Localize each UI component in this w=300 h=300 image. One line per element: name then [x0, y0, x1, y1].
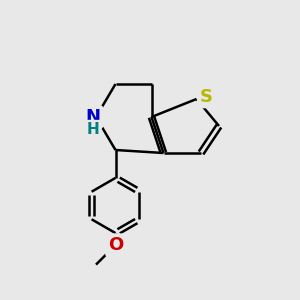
- Text: S: S: [200, 88, 213, 106]
- Text: H: H: [87, 122, 99, 137]
- Text: O: O: [108, 236, 123, 254]
- Text: N: N: [85, 108, 100, 126]
